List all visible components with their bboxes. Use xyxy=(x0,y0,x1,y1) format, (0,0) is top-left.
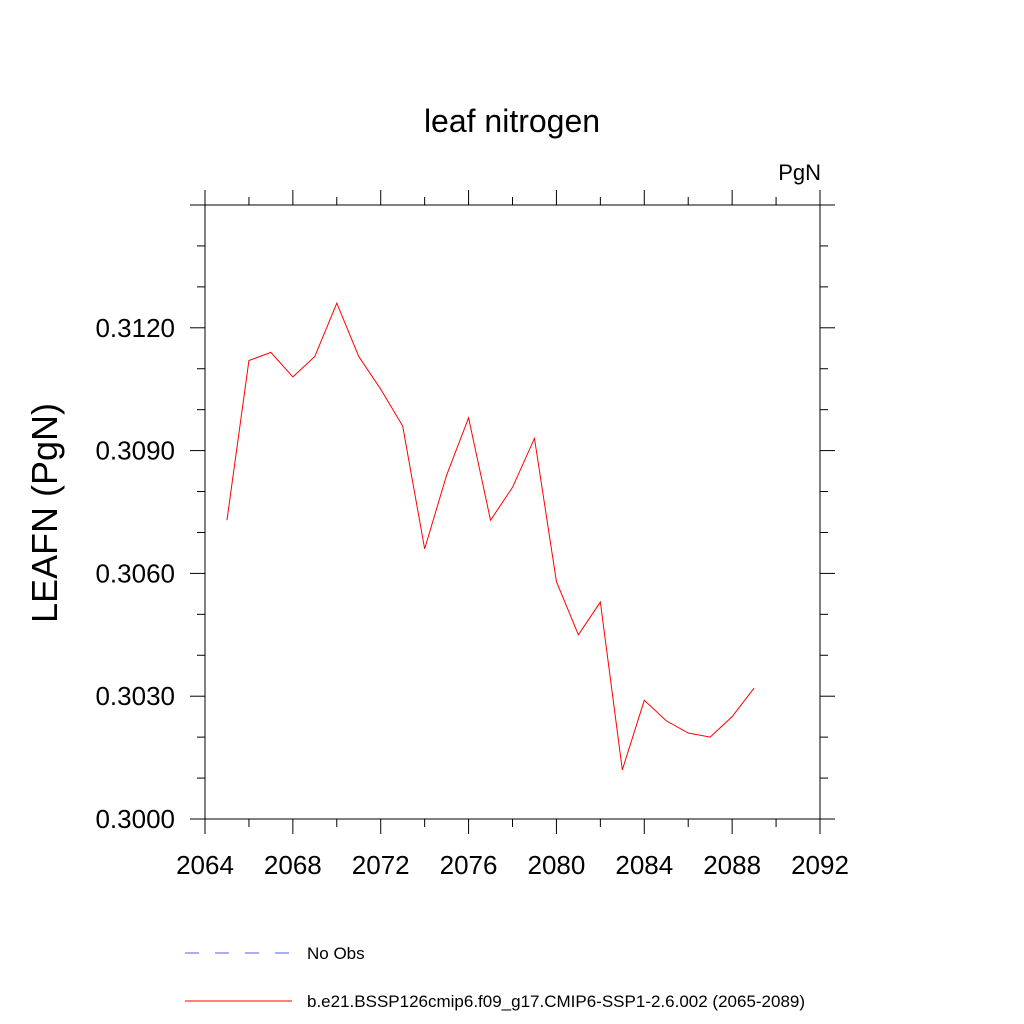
x-tick-label: 2084 xyxy=(615,850,673,880)
y-tick-label: 0.3030 xyxy=(95,681,175,711)
tick-marks xyxy=(190,190,835,834)
chart-title: leaf nitrogen xyxy=(424,103,600,139)
series-line xyxy=(226,301,755,771)
x-tick-label: 2088 xyxy=(703,850,761,880)
units-label: PgN xyxy=(778,160,821,185)
legend-label-model: b.e21.BSSP126cmip6.f09_g17.CMIP6-SSP1-2.… xyxy=(307,992,805,1011)
tick-labels: 2064 2068 2072 2076 2080 2084 2088 2092 0.3000 0.… xyxy=(95,313,848,880)
x-tick-label: 2072 xyxy=(352,850,410,880)
y-tick-label: 0.3090 xyxy=(95,436,175,466)
y-tick-label: 0.3120 xyxy=(95,313,175,343)
x-tick-label: 2076 xyxy=(440,850,498,880)
x-tick-label: 2064 xyxy=(176,850,234,880)
legend-label-no-obs: No Obs xyxy=(307,944,365,963)
y-tick-label: 0.3060 xyxy=(95,558,175,588)
x-tick-label: 2068 xyxy=(264,850,322,880)
x-tick-label: 2080 xyxy=(528,850,586,880)
y-axis-label: LEAFN (PgN) xyxy=(24,403,65,623)
legend: No Obs b.e21.BSSP126cmip6.f09_g17.CMIP6-… xyxy=(185,944,805,1011)
series-group xyxy=(226,301,755,771)
x-tick-label: 2092 xyxy=(791,850,849,880)
y-tick-label: 0.3000 xyxy=(95,804,175,834)
plot-frame xyxy=(204,204,821,820)
